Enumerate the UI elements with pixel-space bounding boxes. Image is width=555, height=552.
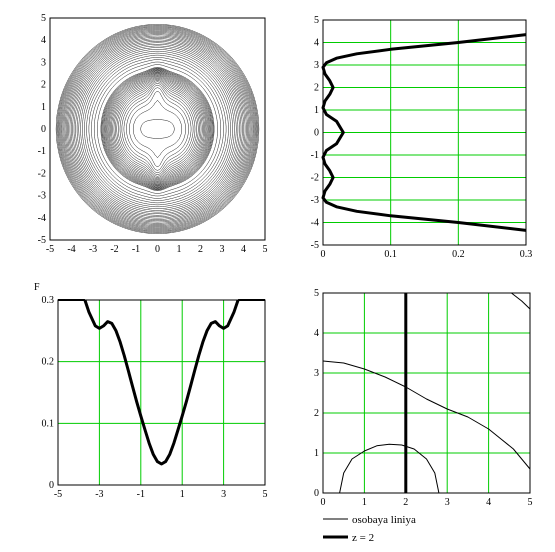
x-tick-label: -1 — [132, 244, 140, 255]
f-grid — [57, 299, 266, 486]
y-tick-label: 0 — [49, 480, 54, 491]
y-tick-label: 0 — [41, 124, 46, 135]
legend-label-z2: z = 2 — [352, 532, 374, 544]
x-tick-label: -1 — [137, 489, 145, 500]
y-tick-label: 1 — [314, 105, 319, 116]
y-tick-label: -5 — [38, 235, 46, 246]
x-tick-label: 1 — [362, 497, 367, 508]
y-tick-label: 3 — [314, 60, 319, 71]
y-tick-label: 5 — [41, 13, 46, 24]
x-tick-label: 1 — [177, 244, 182, 255]
x-tick-label: 3 — [221, 489, 226, 500]
y-tick-label: -4 — [38, 213, 46, 224]
y-tick-label: 1 — [41, 102, 46, 113]
f-curve — [83, 299, 240, 466]
special-ticks: 0 1 2 3 4 5 5 4 3 2 1 0 — [314, 288, 533, 508]
special-grid — [322, 292, 531, 494]
f-panel: F -5 -3 -1 1 3 5 0.3 0.2 0.1 0 — [34, 282, 268, 500]
contour-lines — [55, 24, 260, 234]
special-line-panel: 0 1 2 3 4 5 5 4 3 2 1 0 osobaya liniya z = 2 — [314, 288, 533, 544]
y-tick-label: 0 — [314, 488, 319, 499]
y-tick-label: 4 — [41, 35, 46, 46]
y-tick-label: 3 — [314, 368, 319, 379]
legend: osobaya liniya z = 2 — [323, 514, 416, 544]
profile-frame — [322, 19, 527, 246]
y-tick-label: 0.2 — [42, 357, 55, 368]
x-tick-label: -3 — [95, 489, 103, 500]
x-tick-label: 0 — [321, 497, 326, 508]
x-tick-label: 1 — [180, 489, 185, 500]
x-tick-label: 0.1 — [384, 249, 397, 260]
f-ylabel: F — [34, 282, 40, 293]
x-tick-label: -5 — [54, 489, 62, 500]
x-tick-label: -2 — [110, 244, 118, 255]
y-tick-label: 1 — [314, 448, 319, 459]
x-tick-label: 0 — [321, 249, 326, 260]
x-tick-label: -5 — [46, 244, 54, 255]
x-tick-label: -3 — [89, 244, 97, 255]
x-tick-label: 5 — [528, 497, 533, 508]
contour-path — [55, 24, 260, 234]
f-series — [58, 299, 265, 466]
y-tick-label: 4 — [314, 38, 319, 49]
legend-label-osobaya: osobaya liniya — [352, 514, 416, 526]
x-tick-label: 3 — [445, 497, 450, 508]
x-tick-label: -4 — [67, 244, 75, 255]
x-tick-label: 4 — [241, 244, 246, 255]
x-tick-label: 3 — [220, 244, 225, 255]
y-tick-label: 4 — [314, 328, 319, 339]
y-tick-label: -3 — [311, 195, 319, 206]
y-tick-label: -2 — [311, 173, 319, 184]
y-tick-label: 2 — [41, 80, 46, 91]
y-tick-label: -1 — [311, 150, 319, 161]
profile-panel: 0 0.1 0.2 0.3 5 4 3 2 1 0 -1 -2 -3 -4 -5 — [311, 15, 533, 260]
profile-series — [321, 33, 527, 232]
x-tick-label: 5 — [263, 244, 268, 255]
y-tick-label: 0 — [314, 128, 319, 139]
x-tick-label: 0.3 — [520, 249, 533, 260]
x-tick-label: 2 — [403, 497, 408, 508]
y-tick-label: 0.3 — [42, 295, 55, 306]
osobaya-liniya-segment — [322, 360, 531, 470]
special-series — [322, 292, 531, 494]
y-tick-label: 5 — [314, 288, 319, 299]
x-tick-label: 4 — [486, 497, 491, 508]
x-tick-label: 0 — [155, 244, 160, 255]
y-tick-label: 2 — [314, 408, 319, 419]
y-tick-label: -5 — [311, 240, 319, 251]
profile-curve — [321, 33, 527, 232]
y-tick-label: -3 — [38, 191, 46, 202]
y-tick-label: -2 — [38, 168, 46, 179]
y-tick-label: 2 — [314, 83, 319, 94]
x-tick-label: 5 — [263, 489, 268, 500]
profile-ticks: 0 0.1 0.2 0.3 5 4 3 2 1 0 -1 -2 -3 -4 -5 — [311, 15, 533, 260]
contour-panel: -5 -4 -3 -2 -1 0 1 2 3 4 5 5 4 3 2 1 0 -1 -2 -3 -4 -5 — [38, 13, 268, 255]
y-tick-label: 5 — [314, 15, 319, 26]
x-tick-label: 2 — [198, 244, 203, 255]
y-tick-label: 3 — [41, 57, 46, 68]
y-tick-label: -1 — [38, 146, 46, 157]
osobaya-liniya-segment — [339, 443, 440, 494]
x-tick-label: 0.2 — [452, 249, 465, 260]
contour-ticks: -5 -4 -3 -2 -1 0 1 2 3 4 5 5 4 3 2 1 0 -1 -2 -3 -4 -5 — [38, 13, 268, 255]
y-tick-label: 0.1 — [42, 418, 55, 429]
special-frame — [322, 292, 531, 494]
f-ticks: -5 -3 -1 1 3 5 0.3 0.2 0.1 0 — [42, 295, 268, 500]
osobaya-liniya-segment — [511, 292, 531, 310]
y-tick-label: -4 — [311, 218, 319, 229]
f-frame — [57, 299, 266, 486]
contour-frame — [49, 17, 266, 241]
